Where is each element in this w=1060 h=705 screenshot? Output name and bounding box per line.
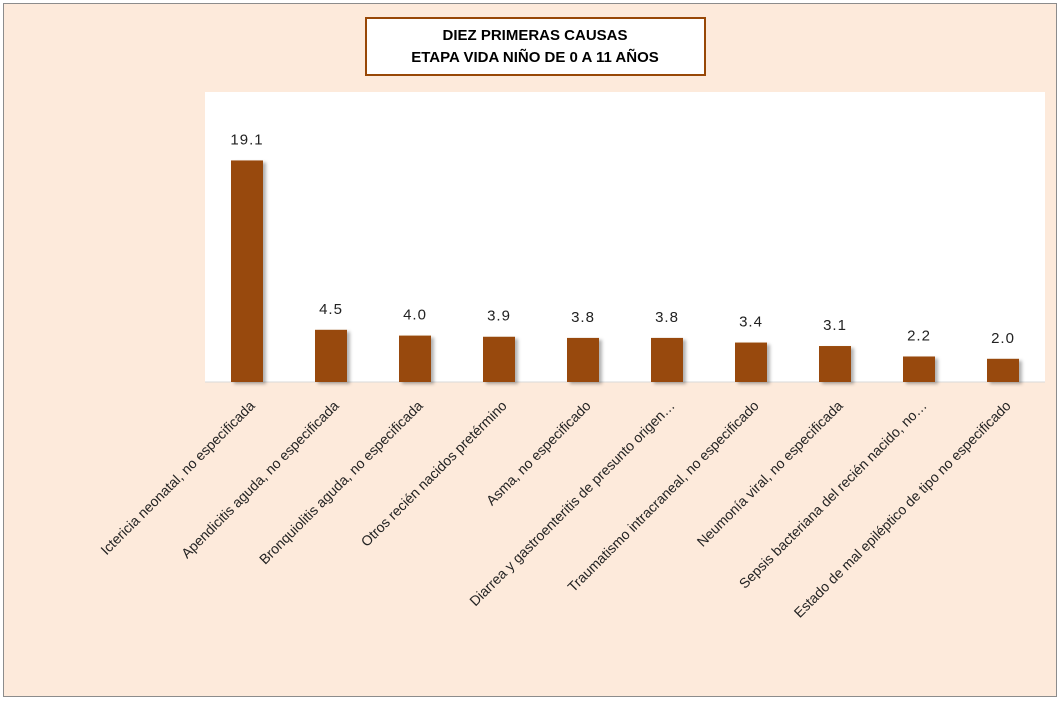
value-label: 19.1 (230, 131, 263, 148)
value-label: 4.5 (319, 301, 343, 318)
bar (567, 337, 599, 382)
value-label: 3.9 (487, 308, 511, 325)
value-label: 3.1 (823, 317, 847, 334)
value-label: 2.0 (991, 330, 1015, 347)
bar (399, 335, 431, 382)
bar (735, 342, 767, 382)
bar (315, 329, 347, 382)
chart-title: DIEZ PRIMERAS CAUSAS (442, 27, 627, 44)
value-label: 2.2 (907, 327, 931, 344)
chart-subtitle: ETAPA VIDA NIÑO DE 0 A 11 AÑOS (411, 48, 659, 66)
bar (651, 337, 683, 382)
bar (987, 358, 1019, 382)
value-label: 3.8 (655, 309, 679, 326)
title-box (365, 17, 706, 76)
value-label: 3.8 (571, 309, 595, 326)
bar (483, 336, 515, 382)
value-label: 4.0 (403, 307, 427, 324)
bar (903, 356, 935, 382)
bar (819, 346, 851, 382)
value-label: 3.4 (739, 314, 763, 331)
bar (231, 160, 263, 382)
